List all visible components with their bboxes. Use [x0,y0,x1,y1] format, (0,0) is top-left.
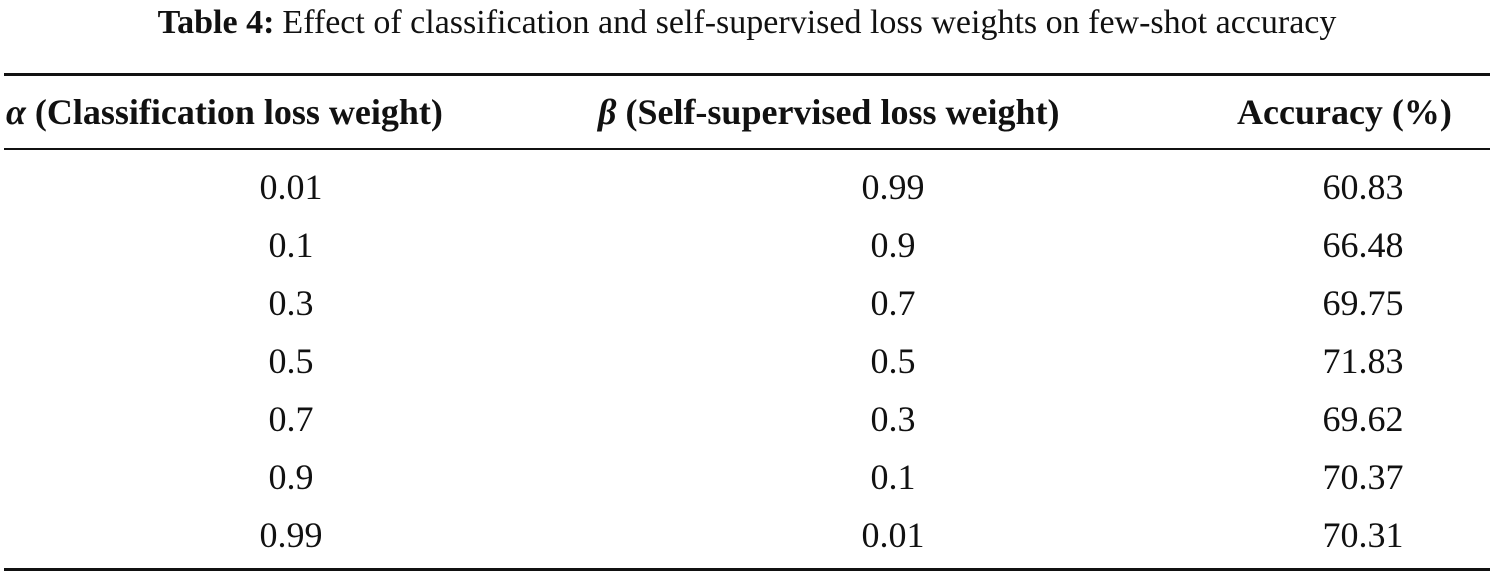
cell-alpha: 0.01 [259,167,323,207]
alpha-symbol: α [6,92,26,132]
beta-symbol: β [598,92,617,132]
table-caption-text: Effect of classification and self-superv… [282,4,1337,41]
header-accuracy: Accuracy (%) [1237,92,1452,132]
cell-alpha: 0.7 [268,399,314,439]
cell-alpha: 0.5 [268,341,314,381]
cell-beta: 0.7 [870,283,916,323]
cell-alpha: 0.1 [268,225,314,265]
table-header-row: α (Classification loss weight) β (Self-s… [0,78,1494,146]
header-beta-text: (Self-supervised loss weight) [616,92,1060,132]
cell-alpha: 0.99 [259,515,323,555]
cell-accuracy: 69.62 [1322,399,1404,439]
table-bottom-rule [4,568,1490,571]
cell-accuracy: 66.48 [1322,225,1404,265]
header-beta: β (Self-supervised loss weight) [598,78,1059,146]
cell-beta: 0.1 [870,457,916,497]
table-row: 0.99 0.01 70.31 [0,506,1494,564]
table-body: 0.01 0.99 60.83 0.1 0.9 66.48 0.3 0.7 69… [0,158,1494,564]
cell-accuracy: 71.83 [1322,341,1404,381]
cell-accuracy: 70.31 [1322,515,1404,555]
cell-beta: 0.99 [861,167,925,207]
cell-alpha: 0.3 [268,283,314,323]
table-row: 0.1 0.9 66.48 [0,216,1494,274]
table-row: 0.7 0.3 69.62 [0,390,1494,448]
cell-accuracy: 69.75 [1322,283,1404,323]
table-row: 0.3 0.7 69.75 [0,274,1494,332]
cell-beta: 0.01 [861,515,925,555]
table-caption-label: Table 4: [157,4,275,41]
table-header-rule [4,148,1490,150]
cell-beta: 0.5 [870,341,916,381]
cell-beta: 0.9 [870,225,916,265]
cell-beta: 0.3 [870,399,916,439]
table-top-rule [4,73,1490,76]
table-row: 0.9 0.1 70.37 [0,448,1494,506]
table-row: 0.5 0.5 71.83 [0,332,1494,390]
cell-accuracy: 60.83 [1322,167,1404,207]
table-row: 0.01 0.99 60.83 [0,158,1494,216]
header-alpha-text: (Classification loss weight) [25,92,443,132]
cell-alpha: 0.9 [268,457,314,497]
header-alpha: α (Classification loss weight) [6,78,443,146]
table-caption: Table 4: Effect of classification and sel… [0,0,1494,56]
cell-accuracy: 70.37 [1322,457,1404,497]
